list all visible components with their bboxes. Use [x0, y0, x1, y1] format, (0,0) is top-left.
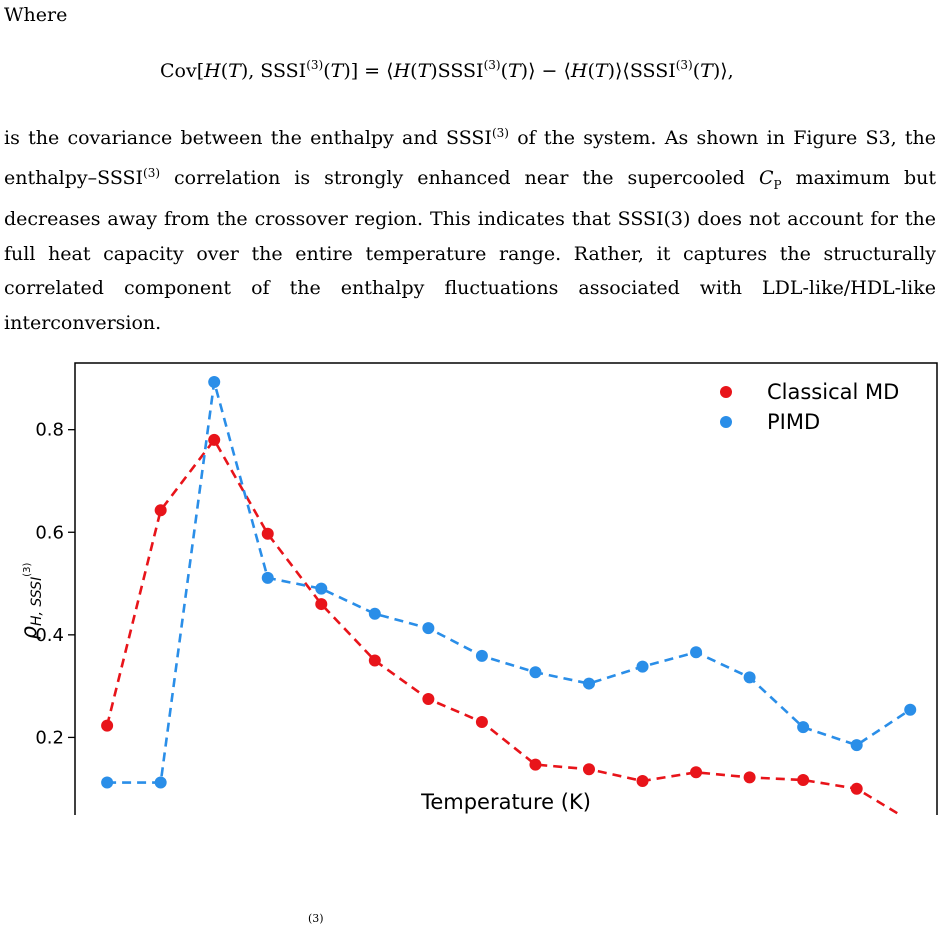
data-point [904, 703, 917, 716]
y-tick-label: 0.4 [35, 625, 64, 646]
legend-marker [720, 416, 732, 428]
data-point [422, 692, 435, 705]
legend-marker [720, 386, 732, 398]
covariance-equation: Cov[H(T), SSSI(3)(T)] = ⟨H(T)SSSI(3)(T)⟩… [160, 58, 734, 82]
legend: Classical MD PIMD [720, 380, 899, 434]
data-point [529, 758, 542, 771]
data-point [261, 527, 274, 540]
caption-fragment: (3) [308, 912, 324, 925]
para-cp: C [758, 166, 774, 189]
data-point [850, 782, 863, 795]
para-part-3: correlation is strongly enhanced near th… [160, 166, 759, 189]
para-part-2: of the system. As shown in Figure S3, th… [4, 127, 936, 189]
data-point [315, 598, 328, 611]
lead-text: Where [4, 4, 68, 26]
data-point [475, 716, 488, 729]
data-point [101, 776, 114, 789]
para-part-4: maximum but decreases away from the cros… [4, 166, 937, 334]
series-line-classical-md [105, 437, 903, 815]
data-point [690, 646, 703, 659]
data-point [636, 775, 649, 788]
data-point [529, 666, 542, 679]
series-line-pimd [107, 381, 911, 784]
data-point [208, 433, 221, 446]
data-point [101, 719, 114, 732]
data-point [582, 763, 595, 776]
data-point [475, 649, 488, 662]
data-point [154, 504, 167, 517]
para-sup-2: (3) [143, 165, 161, 180]
data-point [261, 571, 274, 584]
data-point [422, 622, 435, 635]
data-point [208, 375, 221, 388]
ticks: 2202402602803003203403600.00.20.40.60.8 [35, 420, 75, 748]
data-point [743, 671, 756, 684]
para-cp-sub: P [773, 177, 782, 192]
series-layer [101, 375, 917, 815]
para-sup-1: (3) [491, 126, 509, 140]
data-point [797, 721, 810, 734]
y-tick-label: 0.8 [35, 420, 64, 441]
data-point [636, 660, 649, 673]
correlation-chart: 2202402602803003203403600.00.20.40.60.8 … [17, 362, 938, 815]
legend-label: PIMD [767, 410, 820, 434]
data-point [743, 771, 756, 784]
data-point [690, 766, 703, 779]
data-point [368, 654, 381, 667]
data-point [582, 677, 595, 690]
y-tick-label: 0.6 [35, 522, 64, 543]
plot-frame [74, 362, 938, 815]
data-point [315, 582, 328, 595]
legend-label: Classical MD [767, 380, 899, 404]
data-point [850, 739, 863, 752]
data-point [368, 607, 381, 620]
y-tick-label: 0.2 [35, 727, 64, 748]
body-paragraph: is the covariance between the enthalpy a… [4, 116, 936, 340]
data-point [797, 773, 810, 786]
y-axis-label: ρH, SSSI(3) [17, 563, 45, 640]
x-axis-label: Temperature (K) [420, 790, 591, 814]
data-point [154, 776, 167, 789]
para-part-1: is the covariance between the enthalpy a… [4, 127, 492, 149]
